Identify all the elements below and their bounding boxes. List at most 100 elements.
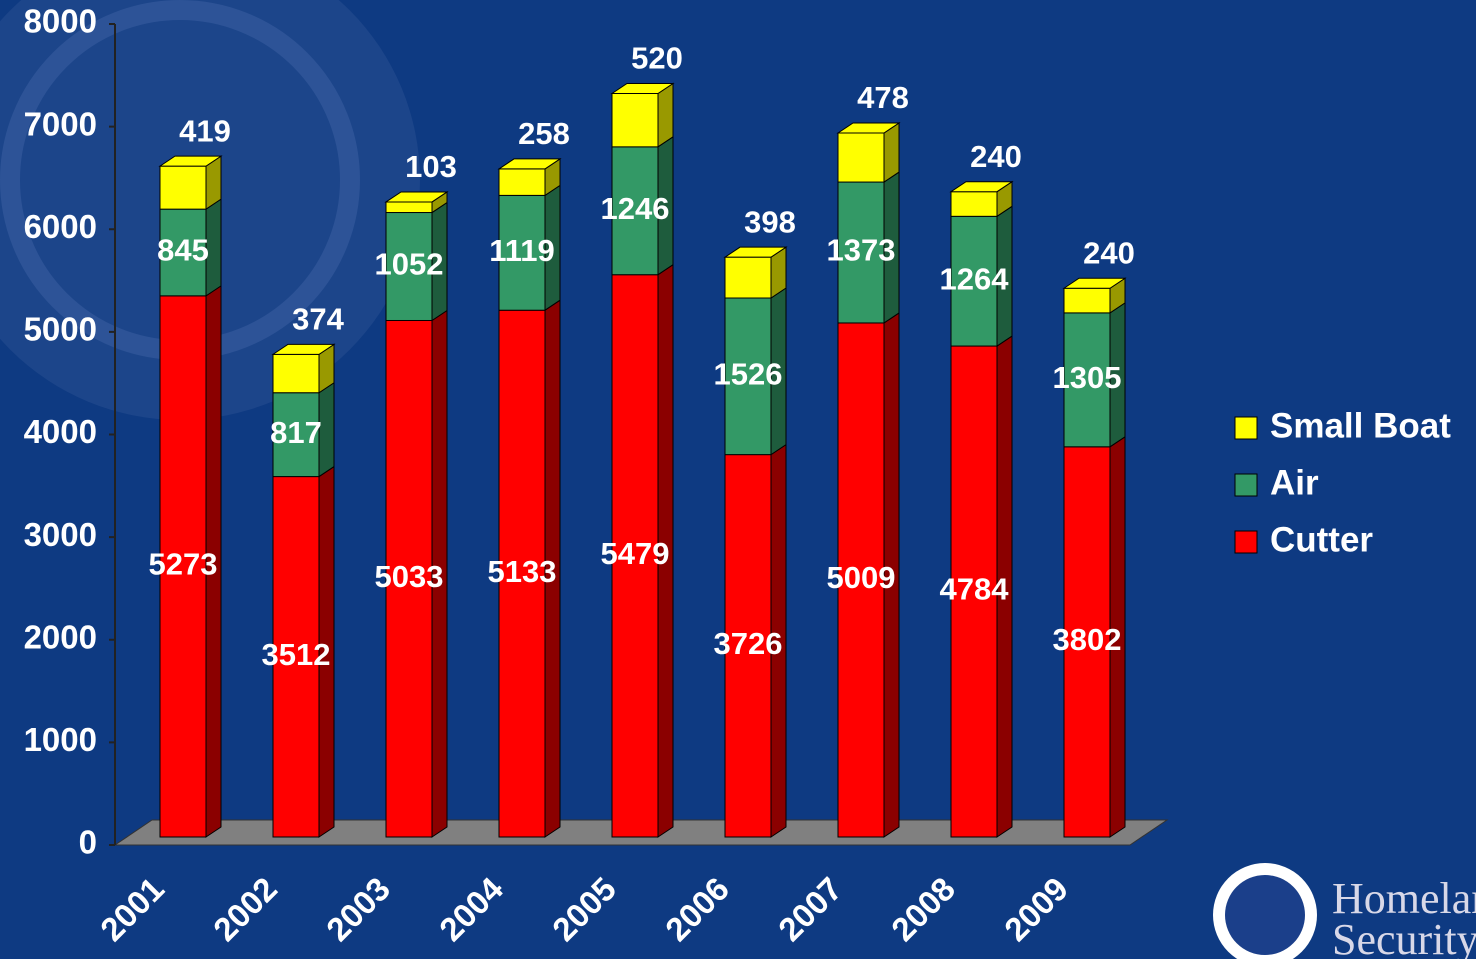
- bar-top: [836, 122, 901, 134]
- bar-segment: [385, 201, 448, 322]
- bar-front: [385, 319, 433, 838]
- bar-side: [657, 82, 674, 148]
- bar-segment: [271, 343, 336, 394]
- bar-top: [1062, 277, 1127, 289]
- logo-text: Homeland: [1332, 874, 1476, 923]
- value-label: 1246: [601, 191, 670, 226]
- bar-front: [611, 92, 659, 148]
- bar-segment: [949, 180, 1014, 218]
- bar-segment: [1063, 435, 1126, 838]
- bar-front: [159, 165, 207, 210]
- bar-front: [1063, 312, 1111, 448]
- bar-top: [271, 343, 336, 355]
- value-label: 5479: [601, 536, 670, 571]
- x-tick-label: 2009: [997, 870, 1075, 948]
- value-label: 3726: [714, 626, 783, 661]
- value-label: 3512: [262, 637, 331, 672]
- value-label: 398: [744, 204, 796, 239]
- bar-front: [498, 194, 546, 311]
- value-label: 817: [270, 415, 322, 450]
- y-tick-label: 8000: [24, 3, 97, 40]
- value-label: 5009: [827, 560, 896, 595]
- bar-segment: [497, 157, 562, 197]
- legend-swatch: [1234, 416, 1258, 440]
- legend-label: Air: [1270, 463, 1319, 502]
- y-tick-label: 1000: [24, 721, 97, 758]
- dhs-seal-inner: [1225, 875, 1305, 955]
- bar-segment: [1062, 277, 1127, 314]
- logo-text: Security: [1332, 915, 1476, 959]
- bar-front: [385, 201, 433, 214]
- bar-segment: [611, 135, 674, 276]
- bar-front: [498, 168, 546, 196]
- x-tick-label: 2004: [432, 870, 511, 949]
- bar-top: [158, 155, 223, 167]
- bar-top: [723, 246, 788, 258]
- bar-segment: [498, 299, 561, 838]
- value-label: 3802: [1053, 622, 1122, 657]
- x-tick-label: 2007: [771, 870, 849, 948]
- bar-front: [159, 295, 207, 838]
- bar-segment: [723, 246, 788, 299]
- bar-front: [837, 181, 885, 324]
- value-label: 5273: [149, 547, 218, 582]
- bar-front: [159, 208, 207, 297]
- value-label: 5033: [375, 559, 444, 594]
- value-label: 1526: [714, 357, 783, 392]
- bar-segment: [610, 82, 675, 148]
- value-label: 520: [631, 41, 683, 76]
- bar-segment: [498, 184, 561, 312]
- y-tick-label: 3000: [24, 516, 97, 553]
- value-label: 1264: [940, 261, 1010, 296]
- bar-top: [384, 191, 449, 203]
- bar-front: [950, 345, 998, 838]
- bar-segment: [272, 465, 335, 838]
- y-tick-label: 6000: [24, 208, 97, 245]
- bar-segment: [384, 191, 449, 214]
- value-label: 1373: [827, 233, 896, 268]
- legend-swatch: [1234, 530, 1258, 554]
- value-label: 1305: [1053, 360, 1122, 395]
- x-tick-label: 2001: [93, 870, 171, 948]
- bar-front: [272, 353, 320, 394]
- x-tick-label: 2002: [206, 870, 284, 948]
- x-tick-label: 2005: [545, 870, 623, 948]
- bar-top: [949, 181, 1014, 193]
- value-label: 240: [1083, 235, 1135, 270]
- bar-segment: [159, 284, 222, 838]
- bar-segment: [724, 287, 787, 456]
- legend-label: Cutter: [1270, 520, 1373, 559]
- value-label: 1052: [375, 247, 444, 282]
- y-tick-label: 4000: [24, 413, 97, 450]
- value-label: 4784: [940, 572, 1010, 607]
- x-tick-label: 2008: [884, 870, 962, 948]
- legend-label: Small Boat: [1270, 406, 1451, 445]
- y-tick-label: 5000: [24, 311, 97, 348]
- y-tick-label: 0: [79, 824, 97, 861]
- bar-segment: [159, 198, 222, 297]
- x-tick-label: 2003: [319, 870, 397, 948]
- bar-segment: [385, 309, 448, 838]
- bar-front: [837, 132, 885, 183]
- value-label: 5133: [488, 554, 557, 589]
- bar-segment: [836, 122, 901, 183]
- bar-segment: [950, 335, 1013, 838]
- bar-front: [272, 476, 320, 838]
- bar-front: [498, 309, 546, 838]
- value-label: 1119: [489, 233, 555, 268]
- value-label: 419: [179, 113, 231, 148]
- bar-top: [497, 158, 562, 170]
- bar-top: [610, 82, 675, 94]
- value-label: 374: [292, 302, 344, 337]
- bar-front: [611, 274, 659, 838]
- value-label: 240: [970, 139, 1022, 174]
- legend-swatch: [1234, 473, 1258, 497]
- y-tick-label: 7000: [24, 105, 97, 142]
- bar-segment: [611, 263, 674, 838]
- bar-front: [1063, 287, 1111, 314]
- y-tick-label: 2000: [24, 618, 97, 655]
- value-label: 103: [405, 149, 457, 184]
- x-tick-label: 2006: [658, 870, 736, 948]
